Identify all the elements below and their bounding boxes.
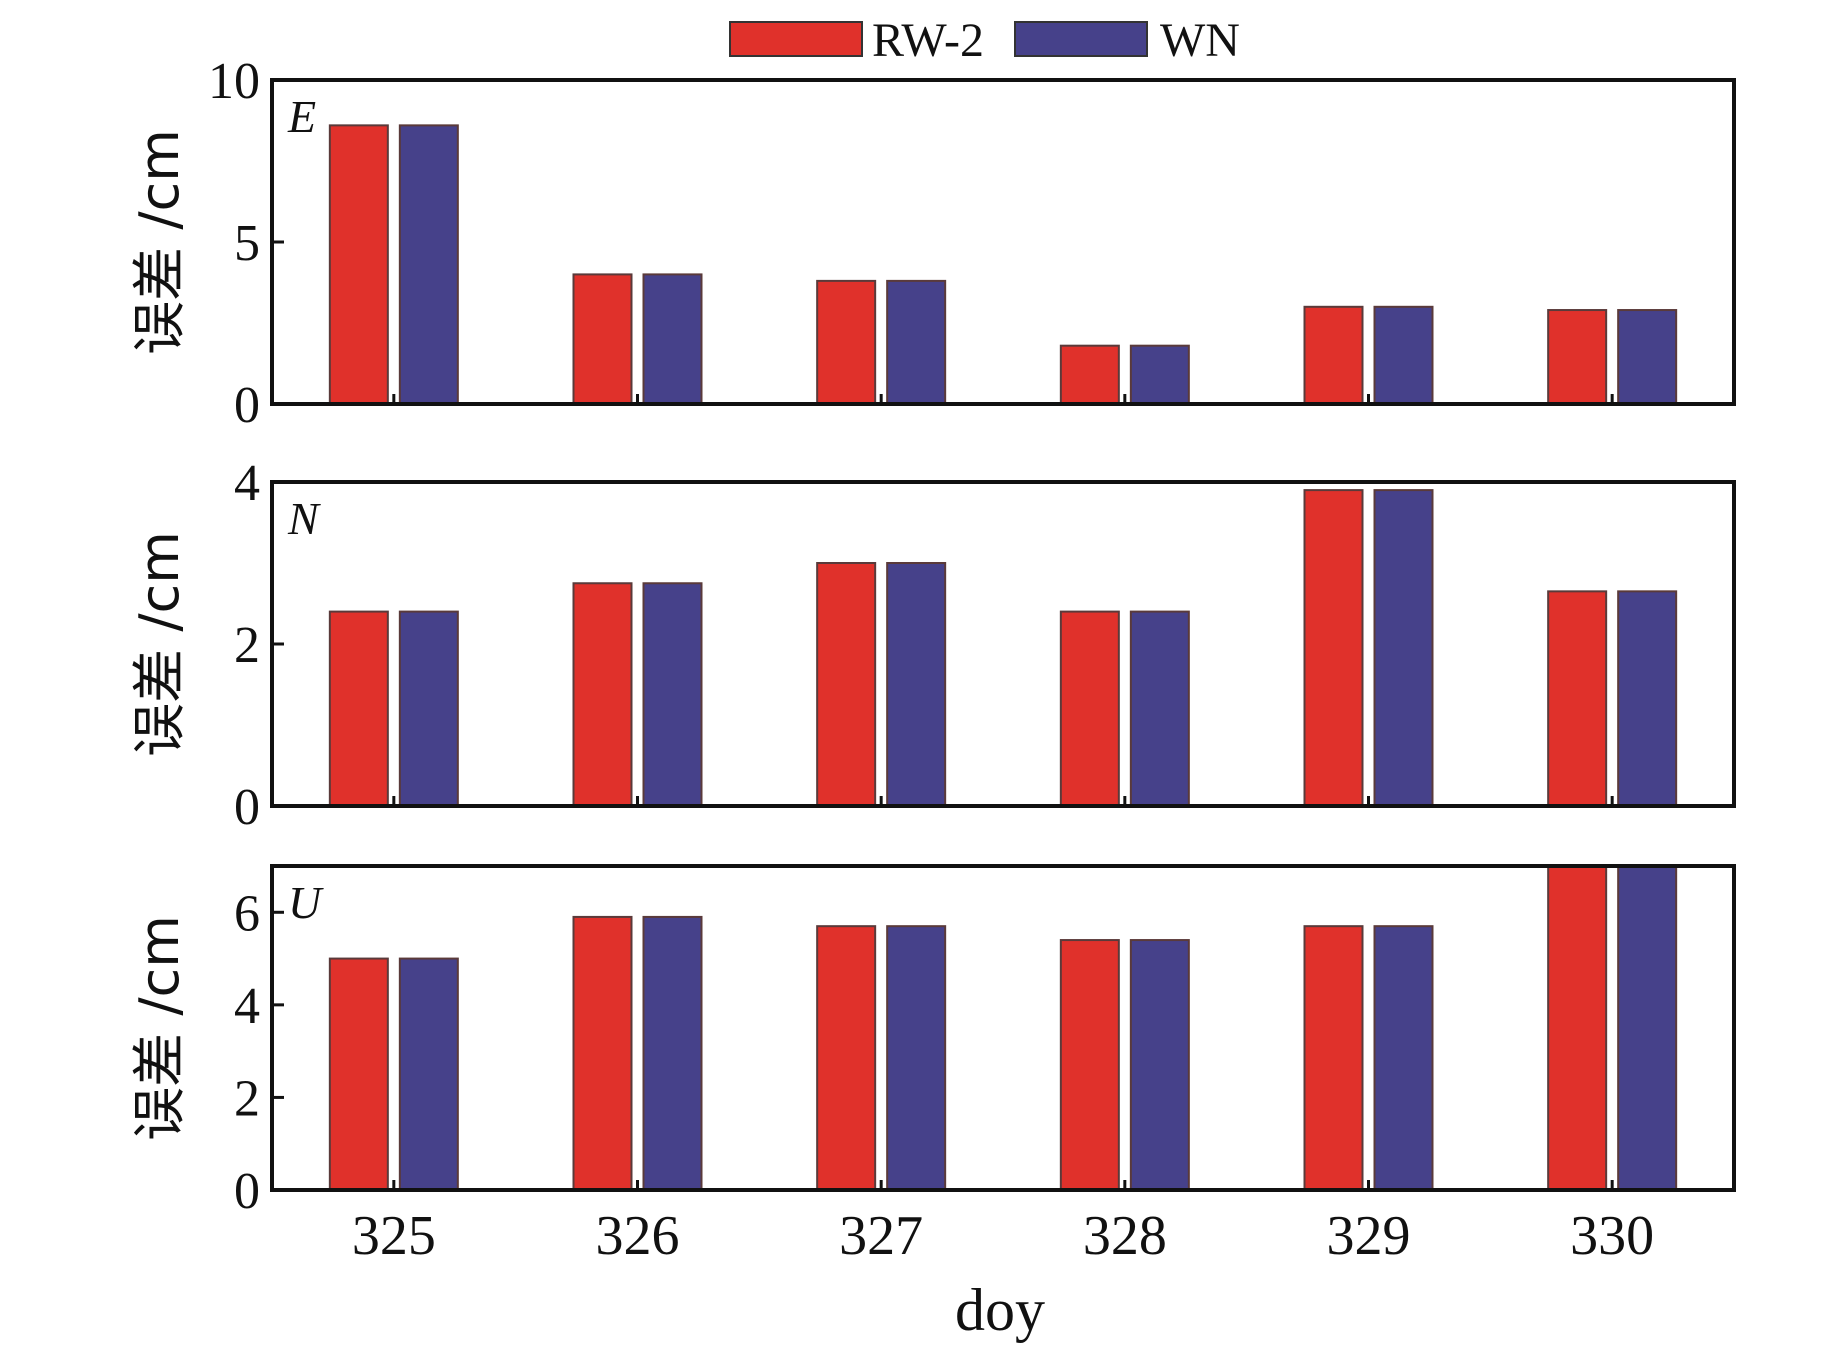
panel-e: 0 5 10 E 误差 /cm	[128, 53, 1736, 434]
bar-u-rw-2-326	[572, 915, 633, 1192]
bar-u-rw-2-330	[1547, 865, 1608, 1191]
x-tick-label: 330	[1570, 1205, 1654, 1267]
y-tick-label: 5	[234, 215, 260, 272]
bar-e-wn-329	[1373, 305, 1434, 405]
bar-u-wn-328	[1129, 939, 1190, 1191]
x-tick-label: 329	[1327, 1205, 1411, 1267]
bar-u-wn-329	[1373, 925, 1434, 1192]
y-tick-label: 0	[234, 1163, 260, 1220]
x-axis: 325 326 327 328 329 330	[352, 1205, 1654, 1267]
bar-n-wn-326	[642, 582, 703, 807]
bar-e-wn-330	[1617, 309, 1678, 406]
legend-label-wn: WN	[1160, 14, 1240, 67]
bar-n-wn-329	[1373, 489, 1434, 807]
bar-n-wn-327	[886, 562, 947, 807]
x-tick-label: 325	[352, 1205, 436, 1267]
y-tick-label: 0	[234, 377, 260, 434]
legend-label-rw-2: RW-2	[872, 14, 984, 67]
bar-e-rw-2-327	[816, 279, 877, 406]
bar-u-rw-2-328	[1059, 939, 1120, 1191]
y-axis-label: 误差 /cm	[128, 531, 191, 757]
bar-n-wn-328	[1129, 610, 1190, 807]
bar-n-rw-2-329	[1303, 489, 1364, 807]
y-tick-label: 4	[234, 455, 260, 512]
panel-n: 0 2 4N 误差 /cm	[128, 455, 1736, 836]
bar-e-wn-327	[886, 279, 947, 406]
bar-u-rw-2-329	[1303, 925, 1364, 1192]
bar-n-rw-2-327	[816, 562, 877, 807]
y-tick-label: 2	[234, 1070, 260, 1127]
bar-n-wn-325	[398, 610, 459, 807]
panel-frame	[270, 480, 1736, 808]
bar-e-rw-2-329	[1303, 305, 1364, 405]
bar-u-wn-326	[642, 915, 703, 1192]
legend-swatch-wn	[1014, 21, 1148, 57]
y-tick-label: 0	[234, 779, 260, 836]
y-axis-label: 误差 /cm	[128, 129, 191, 355]
panel-frame	[270, 864, 1736, 1192]
y-tick-label: 4	[234, 978, 260, 1035]
bar-e-rw-2-330	[1547, 309, 1608, 406]
bar-n-rw-2-325	[328, 610, 389, 807]
bar-e-rw-2-326	[572, 273, 633, 405]
y-tick-label: 10	[208, 53, 260, 110]
legend: RW-2 WN	[729, 14, 1240, 67]
bar-u-wn-325	[398, 957, 459, 1191]
bar-n-rw-2-326	[572, 582, 633, 807]
x-tick-label: 328	[1083, 1205, 1167, 1267]
panel-label-e: E	[287, 91, 316, 142]
y-axis-label: 误差 /cm	[128, 915, 191, 1141]
bar-e-wn-328	[1129, 344, 1190, 405]
bar-u-rw-2-325	[328, 957, 389, 1191]
panel-label-u: U	[288, 877, 324, 928]
bar-u-wn-327	[886, 925, 947, 1192]
bar-n-rw-2-328	[1059, 610, 1120, 807]
x-tick-label: 327	[839, 1205, 923, 1267]
bar-n-rw-2-330	[1547, 590, 1608, 807]
panel-frame	[270, 78, 1736, 406]
x-tick-label: 326	[596, 1205, 680, 1267]
bar-e-wn-325	[398, 124, 459, 406]
y-tick-label: 6	[234, 885, 260, 942]
x-axis-label: doy	[955, 1277, 1045, 1343]
bar-n-wn-330	[1617, 590, 1678, 807]
panel-label-n: N	[287, 493, 321, 544]
bar-e-rw-2-325	[328, 124, 389, 406]
bar-u-wn-330	[1617, 865, 1678, 1191]
legend-swatch-rw-2	[729, 21, 863, 57]
bar-e-rw-2-328	[1059, 344, 1120, 405]
panel-u: 0 2 4 6 U 误差 /cm	[128, 864, 1736, 1220]
bar-e-wn-326	[642, 273, 703, 405]
bar-u-rw-2-327	[816, 925, 877, 1192]
y-tick-label: 2	[234, 617, 260, 674]
